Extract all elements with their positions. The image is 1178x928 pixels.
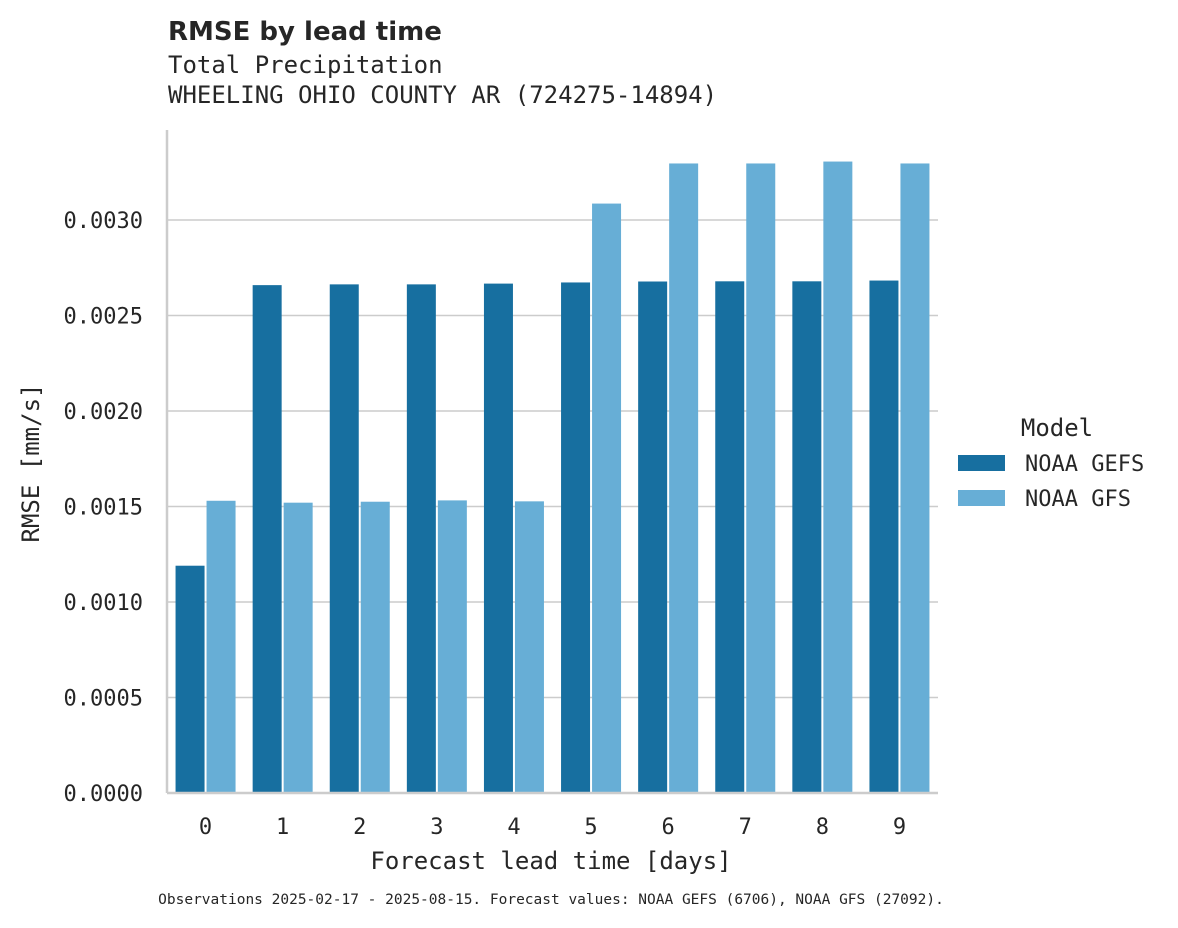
bar-gefs-4 bbox=[483, 283, 513, 793]
bar-gfs-2 bbox=[360, 501, 390, 793]
bar-gfs-0 bbox=[206, 500, 236, 793]
x-tick-label: 8 bbox=[816, 815, 829, 840]
legend-swatch bbox=[958, 490, 1005, 506]
x-tick-label: 1 bbox=[276, 815, 289, 840]
y-tick-label: 0.0025 bbox=[64, 305, 143, 330]
bar-gfs-3 bbox=[437, 500, 467, 793]
bar-gfs-1 bbox=[283, 502, 313, 793]
x-axis-label: Forecast lead time [days] bbox=[370, 847, 731, 875]
legend-swatch bbox=[958, 455, 1005, 471]
x-tick-labels: 0 1 2 3 4 5 6 7 8 9 bbox=[199, 815, 906, 840]
chart-title: RMSE by lead time bbox=[168, 17, 442, 47]
chart-subtitle: Total Precipitation WHEELING OHIO COUNTY… bbox=[168, 51, 718, 109]
bar-gefs-0 bbox=[175, 565, 205, 793]
y-axis-label: RMSE [mm/s] bbox=[17, 384, 45, 543]
bar-gefs-5 bbox=[561, 282, 591, 793]
bar-gefs-7 bbox=[715, 281, 745, 793]
x-tick-label: 7 bbox=[739, 815, 752, 840]
y-tick-label: 0.0005 bbox=[64, 687, 143, 712]
legend-label: NOAA GEFS bbox=[1025, 452, 1144, 477]
bar-gefs-6 bbox=[638, 281, 668, 793]
bar-gfs-9 bbox=[900, 163, 930, 794]
y-tick-label: 0.0015 bbox=[64, 496, 143, 521]
legend-title: Model bbox=[1021, 414, 1093, 442]
bar-gfs-8 bbox=[823, 161, 853, 793]
x-tick-label: 3 bbox=[430, 815, 443, 840]
x-tick-label: 9 bbox=[893, 815, 906, 840]
legend: Model NOAA GEFS NOAA GFS bbox=[958, 414, 1144, 512]
y-tick-labels: 0.0000 0.0005 0.0010 0.0015 0.0020 0.0025 0.00… bbox=[64, 209, 143, 807]
axes bbox=[165, 130, 938, 795]
y-tick-label: 0.0030 bbox=[64, 209, 143, 234]
bar-gefs-3 bbox=[406, 284, 436, 793]
x-tick-label: 4 bbox=[507, 815, 520, 840]
bar-gefs-1 bbox=[252, 285, 282, 793]
bar-gfs-5 bbox=[592, 203, 622, 794]
bars bbox=[175, 161, 930, 794]
gridlines bbox=[167, 219, 938, 699]
y-tick-label: 0.0010 bbox=[64, 591, 143, 616]
bar-gefs-2 bbox=[329, 284, 359, 793]
footnote: Observations 2025-02-17 - 2025-08-15. Fo… bbox=[158, 892, 944, 908]
x-tick-label: 2 bbox=[353, 815, 366, 840]
y-tick-label: 0.0000 bbox=[64, 782, 143, 807]
bar-gfs-6 bbox=[669, 163, 699, 794]
bar-gfs-4 bbox=[514, 501, 544, 793]
x-tick-label: 5 bbox=[584, 815, 597, 840]
x-tick-label: 0 bbox=[199, 815, 212, 840]
bar-gfs-7 bbox=[746, 163, 776, 794]
legend-label: NOAA GFS bbox=[1025, 487, 1131, 512]
y-tick-label: 0.0020 bbox=[64, 400, 143, 425]
x-tick-label: 6 bbox=[662, 815, 675, 840]
bar-gefs-8 bbox=[792, 281, 822, 793]
bar-gefs-9 bbox=[869, 280, 899, 793]
